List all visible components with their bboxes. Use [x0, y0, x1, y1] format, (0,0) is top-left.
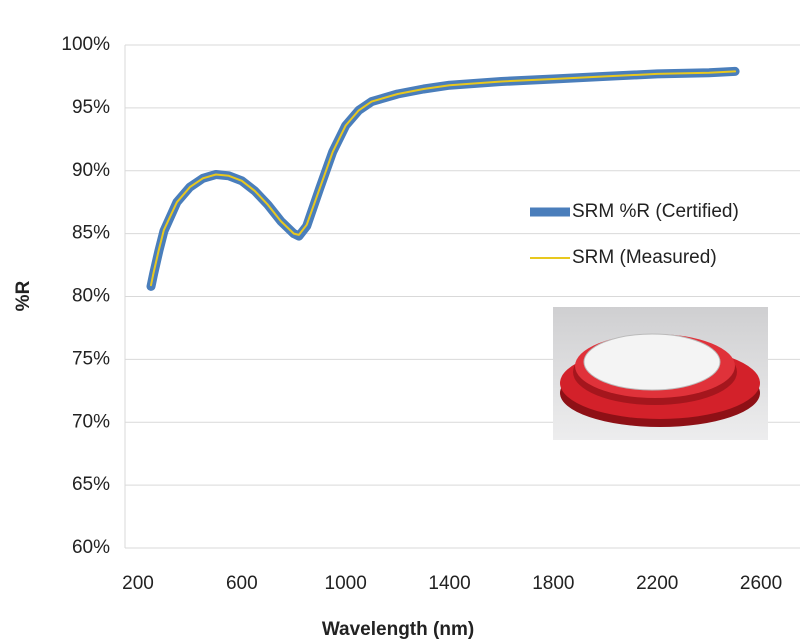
y-tick-label: 65% [72, 474, 110, 495]
y-tick-label: 95% [72, 97, 110, 118]
x-tick-label: 200 [122, 573, 154, 594]
legend-label: SRM %R (Certified) [572, 201, 739, 222]
x-tick-label: 2600 [740, 573, 782, 594]
y-axis-title: %R [13, 280, 34, 311]
x-tick-label: 600 [226, 573, 258, 594]
y-tick-label: 70% [72, 411, 110, 432]
y-tick-label: 85% [72, 223, 110, 244]
y-tick-label: 80% [72, 286, 110, 307]
y-tick-label: 100% [61, 34, 110, 55]
x-axis-title: Wavelength (nm) [322, 619, 474, 640]
legend-label: SRM (Measured) [572, 247, 717, 268]
x-tick-label: 1400 [428, 573, 470, 594]
inset-photo [553, 307, 768, 440]
series-line [150, 70, 737, 287]
y-tick-label: 60% [72, 537, 110, 558]
x-tick-label: 1000 [325, 573, 367, 594]
x-tick-label: 1800 [532, 573, 574, 594]
x-tick-label: 2200 [636, 573, 678, 594]
y-tick-label: 75% [72, 348, 110, 369]
y-tick-label: 90% [72, 160, 110, 181]
